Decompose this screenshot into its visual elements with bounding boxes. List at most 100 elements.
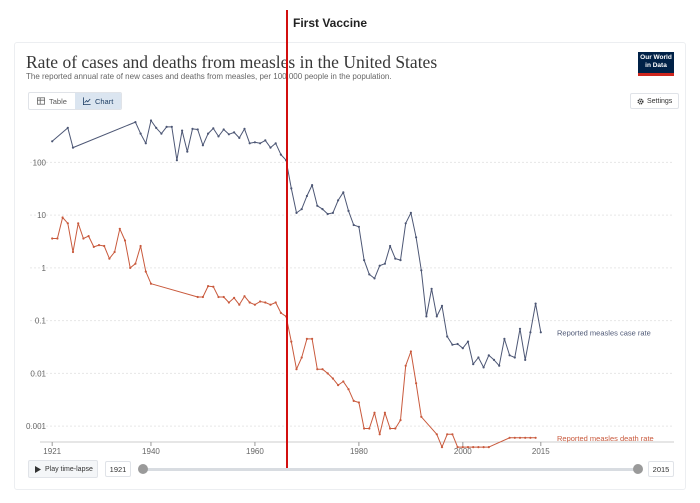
data-point xyxy=(331,377,334,380)
data-point xyxy=(259,300,262,303)
tab-table-label: Table xyxy=(49,96,67,106)
data-point xyxy=(269,146,272,149)
data-point xyxy=(326,212,329,216)
timeline-end-handle[interactable] xyxy=(633,464,643,474)
data-point xyxy=(227,133,230,136)
data-point xyxy=(61,216,64,219)
series-line-cases xyxy=(51,120,542,368)
data-point xyxy=(108,257,111,260)
series-layer: Reported measles case rate Reported measl… xyxy=(51,119,654,449)
data-point xyxy=(201,295,204,299)
data-point xyxy=(368,273,371,276)
data-point xyxy=(337,199,340,202)
data-point xyxy=(425,315,428,318)
data-point xyxy=(321,368,324,371)
data-point xyxy=(363,259,366,262)
data-point xyxy=(66,126,69,129)
data-point xyxy=(87,235,90,238)
data-point xyxy=(233,296,236,299)
y-tick-label: 1 xyxy=(42,264,47,273)
data-point xyxy=(201,144,204,147)
data-point xyxy=(446,433,449,436)
data-point xyxy=(253,303,256,306)
data-point xyxy=(196,128,199,131)
data-point xyxy=(513,356,516,359)
data-point xyxy=(529,436,532,439)
data-point xyxy=(524,436,527,439)
data-point xyxy=(207,285,210,288)
end-year-box: 2015 xyxy=(648,461,674,477)
timeline-slider-track[interactable] xyxy=(143,468,638,471)
y-tick-label: 10 xyxy=(37,211,46,220)
data-point xyxy=(534,436,537,439)
play-icon xyxy=(35,465,41,473)
y-tick-label: 0.1 xyxy=(35,317,47,326)
data-point xyxy=(264,139,267,142)
data-point xyxy=(466,340,470,343)
data-point xyxy=(248,301,251,304)
data-point xyxy=(311,184,314,187)
data-point xyxy=(487,446,490,449)
data-point xyxy=(451,433,454,436)
data-point xyxy=(383,262,386,265)
data-point xyxy=(409,350,412,353)
data-point xyxy=(300,208,303,211)
y-tick-label: 0.001 xyxy=(26,422,47,431)
data-point xyxy=(373,411,376,414)
data-point xyxy=(212,127,215,130)
data-point xyxy=(134,262,137,265)
data-point xyxy=(295,211,298,214)
data-point xyxy=(253,141,256,144)
data-point xyxy=(113,250,116,254)
tab-table[interactable]: Table xyxy=(29,93,75,109)
data-point xyxy=(446,335,449,338)
data-point xyxy=(321,208,324,211)
data-point xyxy=(477,356,480,359)
gear-icon xyxy=(637,97,644,105)
y-tick-label: 100 xyxy=(33,158,47,167)
series-label: Reported measles case rate xyxy=(557,328,651,337)
data-point xyxy=(305,337,308,340)
play-timelapse-button[interactable]: Play time-lapse xyxy=(28,460,98,478)
data-point xyxy=(316,368,319,371)
data-point xyxy=(129,266,132,269)
data-point xyxy=(155,126,158,129)
data-point xyxy=(466,446,470,449)
data-point xyxy=(435,315,438,318)
data-point xyxy=(440,446,444,449)
timeline-start-handle[interactable] xyxy=(138,464,148,474)
data-point xyxy=(404,222,407,225)
data-point xyxy=(404,364,407,367)
gridlines xyxy=(30,161,674,427)
data-point xyxy=(399,419,402,422)
data-point xyxy=(337,384,340,387)
data-point xyxy=(139,244,142,248)
x-tick-label: 1980 xyxy=(350,447,368,456)
data-point xyxy=(368,427,371,430)
data-point xyxy=(415,382,418,385)
chart-title: Rate of cases and deaths from measles in… xyxy=(26,52,438,72)
data-point xyxy=(290,340,293,343)
y-tick-label: 0.01 xyxy=(30,369,46,378)
data-point xyxy=(394,427,397,430)
chart-card xyxy=(14,42,686,490)
data-point xyxy=(487,354,490,357)
owid-logo[interactable]: Our World in Data xyxy=(638,52,674,76)
settings-button[interactable]: Settings xyxy=(630,93,680,109)
data-point xyxy=(51,237,54,240)
data-point xyxy=(160,132,163,135)
data-point xyxy=(389,244,392,248)
data-point xyxy=(529,331,532,334)
data-point xyxy=(144,142,147,145)
data-point xyxy=(482,366,485,369)
data-point xyxy=(363,427,366,430)
data-point xyxy=(326,372,329,375)
tab-chart[interactable]: Chart xyxy=(74,93,122,109)
data-point xyxy=(274,301,277,304)
data-point xyxy=(71,250,75,254)
first-vaccine-marker-line xyxy=(286,10,288,468)
data-point xyxy=(492,358,496,361)
data-point xyxy=(389,427,392,430)
data-point xyxy=(440,304,444,307)
data-point xyxy=(305,194,308,198)
